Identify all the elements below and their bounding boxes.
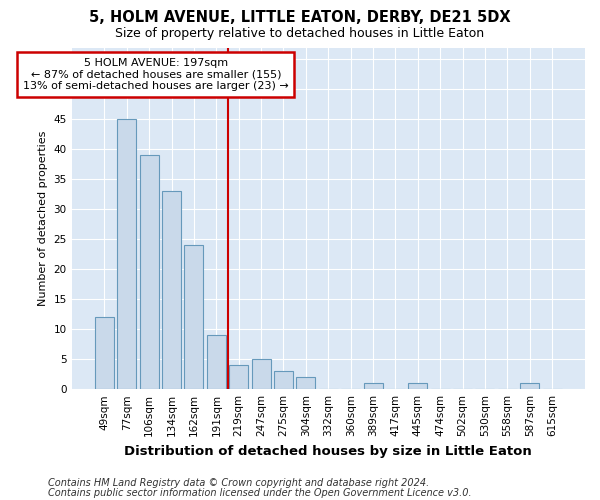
Bar bbox=[409, 383, 427, 389]
Bar bbox=[162, 192, 181, 389]
Bar bbox=[520, 383, 539, 389]
Bar bbox=[274, 371, 293, 389]
Text: 5, HOLM AVENUE, LITTLE EATON, DERBY, DE21 5DX: 5, HOLM AVENUE, LITTLE EATON, DERBY, DE2… bbox=[89, 10, 511, 25]
X-axis label: Distribution of detached houses by size in Little Eaton: Distribution of detached houses by size … bbox=[124, 444, 532, 458]
Bar bbox=[364, 383, 383, 389]
Text: Size of property relative to detached houses in Little Eaton: Size of property relative to detached ho… bbox=[115, 28, 485, 40]
Bar bbox=[140, 156, 158, 389]
Bar bbox=[251, 359, 271, 389]
Y-axis label: Number of detached properties: Number of detached properties bbox=[38, 130, 48, 306]
Text: Contains public sector information licensed under the Open Government Licence v3: Contains public sector information licen… bbox=[48, 488, 472, 498]
Text: 5 HOLM AVENUE: 197sqm
← 87% of detached houses are smaller (155)
13% of semi-det: 5 HOLM AVENUE: 197sqm ← 87% of detached … bbox=[23, 58, 289, 91]
Bar bbox=[95, 317, 114, 389]
Bar bbox=[207, 335, 226, 389]
Bar bbox=[184, 246, 203, 389]
Bar bbox=[296, 377, 316, 389]
Text: Contains HM Land Registry data © Crown copyright and database right 2024.: Contains HM Land Registry data © Crown c… bbox=[48, 478, 429, 488]
Bar bbox=[117, 120, 136, 389]
Bar bbox=[229, 365, 248, 389]
